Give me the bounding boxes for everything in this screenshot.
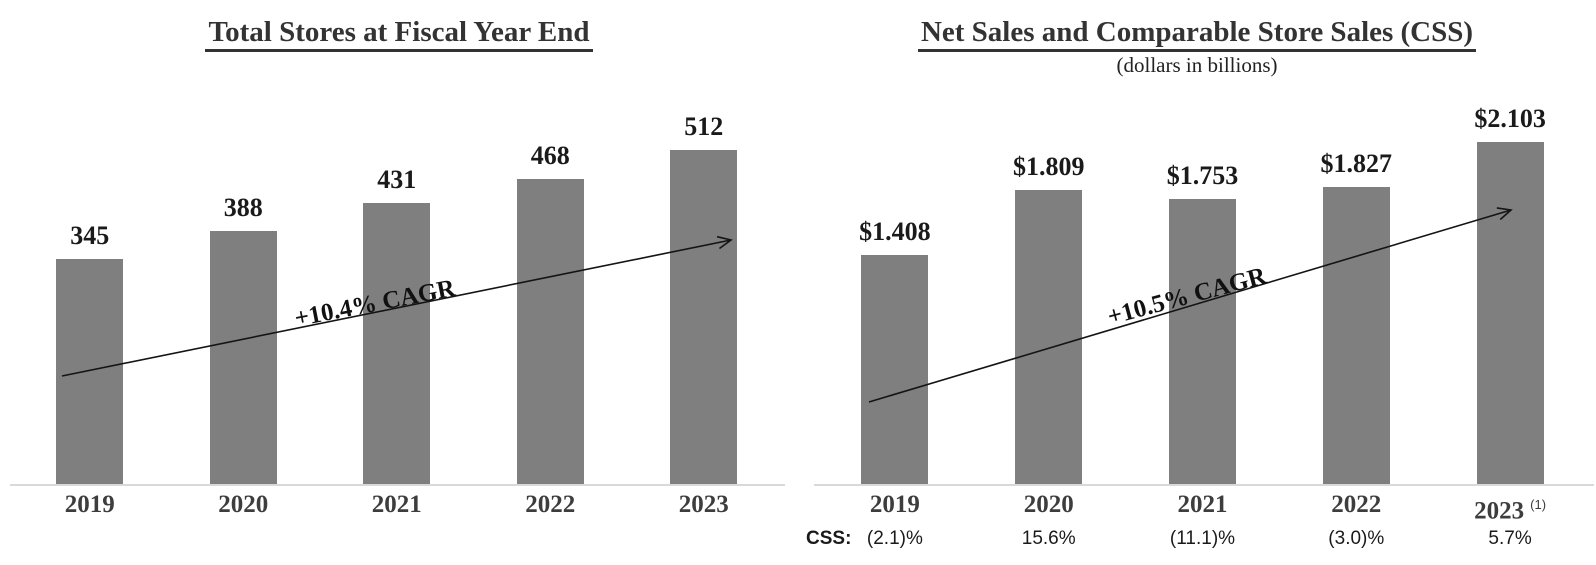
bar-2019 [56, 259, 124, 484]
trend-line [61, 235, 733, 377]
chart-title: Total Stores at Fiscal Year End [0, 16, 798, 52]
bar-2022 [1322, 187, 1390, 484]
net-sales-chart: Net Sales and Comparable Store Sales (CS… [798, 0, 1596, 565]
x-axis-label: 2019 [869, 491, 920, 518]
css-value: (11.1)% [1169, 528, 1236, 549]
x-axis-label: 2023 [678, 491, 729, 518]
css-value: (2.1)% [866, 528, 923, 549]
value-label: 388 [223, 193, 263, 222]
x-axis-label: 2021 [1177, 491, 1228, 518]
x-axis-label: 2023 (1) [1474, 497, 1547, 525]
css-value: (3.0)% [1328, 528, 1385, 549]
footnote-marker: (1) [1530, 497, 1547, 512]
total-stores-chart: Total Stores at Fiscal Year End 345 388 43… [0, 16, 798, 518]
bar-2021 [1169, 199, 1236, 484]
value-label: $1.809 [1012, 152, 1085, 181]
value-label: $2.103 [1474, 104, 1546, 133]
chart-title: Net Sales and Comparable Store Sales (CS… [798, 16, 1596, 52]
value-label: 345 [70, 221, 110, 250]
value-label: 512 [684, 112, 724, 141]
chart-subtitle: (dollars in billions) [1116, 53, 1278, 77]
bar-2020 [209, 231, 277, 484]
bar-2021 [363, 203, 431, 484]
css-value: 15.6% [1021, 528, 1076, 549]
trend-line [868, 207, 1513, 403]
value-label: $1.827 [1320, 149, 1393, 178]
bar-2022 [516, 179, 584, 484]
bar-2023 [670, 150, 738, 484]
value-label: 468 [530, 141, 570, 170]
x-axis-label: 2022 [1331, 491, 1382, 518]
bar-2019 [861, 255, 929, 484]
x-axis-line [814, 484, 1594, 486]
value-label: $1.753 [1166, 161, 1239, 190]
css-value: 5.7% [1488, 528, 1532, 549]
x-axis-label: 2020 [218, 491, 269, 518]
value-label: 431 [377, 165, 417, 194]
x-axis-label: 2019 [64, 491, 115, 518]
chart-title-text: Total Stores at Fiscal Year End [205, 16, 593, 52]
cagr-trend-arrow [868, 207, 1513, 403]
x-axis-label: 2020 [1023, 491, 1074, 518]
x-axis-label: 2022 [525, 491, 576, 518]
chart-title-text: Net Sales and Comparable Store Sales (CS… [917, 16, 1477, 52]
cagr-trend-arrow [61, 235, 733, 377]
value-label: $1.408 [859, 217, 931, 246]
css-row-label: CSS: [806, 528, 852, 549]
bar-2020 [1015, 190, 1083, 484]
x-axis-line [10, 484, 785, 486]
bar-2023 [1476, 142, 1544, 484]
x-axis-label: 2021 [371, 491, 422, 518]
